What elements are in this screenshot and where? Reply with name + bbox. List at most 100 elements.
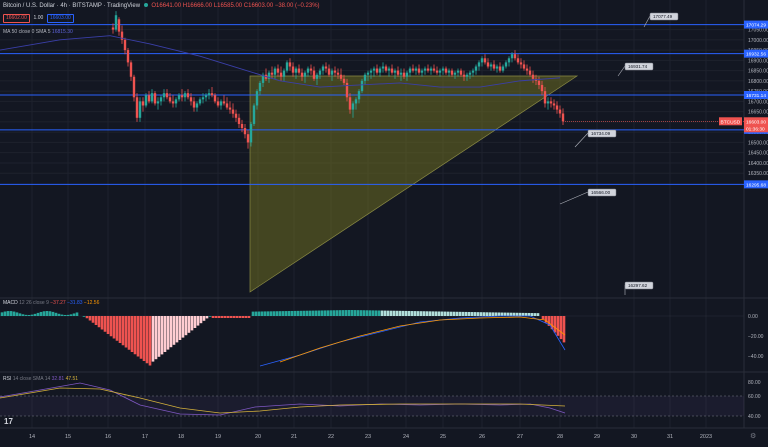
candle-body — [246, 134, 250, 143]
macd-histogram-bar — [476, 312, 480, 316]
macd-histogram-bar — [244, 316, 248, 318]
buy-button[interactable]: 16603.00 — [46, 14, 74, 23]
time-axis-tick: 25 — [440, 434, 446, 440]
candle-body — [177, 95, 181, 100]
callout-leader — [643, 15, 651, 28]
candle-body — [402, 72, 406, 77]
rsi-legend[interactable]: RSI 14 close SMA 14 32.81 47.51 — [3, 376, 78, 382]
symbol-title[interactable]: Bitcoin / U.S. Dollar · 4h · BITSTAMP · … — [3, 3, 141, 9]
macd-histogram-bar — [275, 311, 279, 316]
time-axis-tick: 17 — [142, 434, 148, 440]
price-badge-label: 17074.29 — [746, 23, 766, 29]
candle-body — [435, 70, 439, 73]
candle-body — [327, 68, 331, 75]
macd-histogram-bar — [69, 314, 73, 316]
macd-histogram-bar — [160, 316, 164, 355]
current-price-badge-bg — [744, 117, 768, 133]
candle-body — [489, 64, 493, 67]
price-badge-bg — [744, 20, 768, 29]
macd-histogram-bar — [550, 316, 554, 330]
time-axis-tick: 28 — [557, 434, 563, 440]
macd-histogram-bar — [85, 316, 89, 319]
macd-signal-line — [279, 316, 566, 363]
ma-legend[interactable]: MA 50 close 0 SMA 5 16815.30 — [3, 29, 73, 35]
macd-legend[interactable]: MACD 12 26 close 9 −37.27 −31.83 −12.56 — [3, 300, 99, 306]
current-price-badge-label: 16603.00 — [746, 119, 766, 125]
candle-body — [261, 74, 265, 83]
candle-body — [417, 68, 421, 73]
candle-body — [414, 68, 418, 71]
candle-body — [384, 66, 388, 71]
candle-body — [405, 72, 409, 77]
macd-histogram-bar — [45, 311, 49, 316]
macd-histogram-bar — [395, 310, 399, 316]
macd-histogram-bar — [33, 313, 37, 316]
candle-body — [369, 70, 373, 73]
macd-histogram-bar — [404, 310, 408, 316]
candle-body — [450, 70, 454, 75]
candle-body — [126, 50, 130, 63]
macd-histogram-bar — [541, 316, 545, 320]
candle-body — [342, 78, 346, 83]
macd-histogram-bar — [497, 312, 501, 316]
macd-histogram-bar — [544, 316, 548, 323]
macd-histogram-bar — [142, 316, 146, 361]
macd-histogram-bar — [115, 316, 119, 341]
macd-histogram-bar — [196, 316, 200, 326]
macd-histogram-bar — [9, 311, 13, 316]
macd-histogram-bar — [503, 312, 507, 316]
candle-body — [165, 93, 169, 98]
candle-body — [117, 19, 121, 32]
macd-histogram-bar — [257, 311, 261, 316]
macd-histogram-bar — [226, 316, 230, 318]
candle-body — [519, 62, 523, 65]
macd-histogram-bar — [169, 316, 173, 348]
macd-histogram-bar — [281, 311, 285, 316]
macd-histogram-bar — [94, 316, 98, 325]
macd-histogram-bar — [287, 311, 291, 316]
sell-button[interactable]: 16602.00 — [3, 14, 30, 23]
macd-histogram-bar — [559, 316, 563, 340]
candle-body — [114, 15, 118, 30]
macd-histogram-bar — [473, 312, 477, 316]
candle-body — [387, 68, 391, 71]
candle-body — [216, 101, 220, 106]
candle-body — [420, 70, 424, 73]
macd-histogram-bar — [479, 312, 483, 316]
macd-histogram-bar — [431, 311, 435, 316]
macd-histogram-bar — [112, 316, 116, 339]
macd-histogram-bar — [106, 316, 110, 334]
macd-histogram-bar — [27, 314, 31, 316]
ma-label: MA 50 close 0 SMA 5 — [3, 29, 51, 35]
price-axis-tick: 16850.00 — [748, 69, 768, 75]
candle-body — [315, 74, 319, 79]
candle-body — [366, 72, 370, 75]
macd-histogram-bar — [368, 310, 372, 316]
macd-v3: −12.56 — [83, 300, 100, 306]
candle-body — [174, 99, 178, 104]
macd-histogram-bar — [320, 310, 324, 316]
ma-line — [0, 35, 561, 88]
macd-histogram-bar — [512, 312, 516, 316]
candle-body — [507, 58, 511, 63]
macd-label: MACD — [3, 300, 18, 306]
candle-body — [336, 72, 340, 75]
macd-histogram-bar — [266, 311, 270, 316]
time-axis-tick: 15 — [65, 434, 71, 440]
candle-body — [552, 103, 556, 106]
macd-histogram-bar — [524, 312, 528, 316]
macd-histogram-bar — [151, 316, 155, 362]
macd-histogram-bar — [251, 311, 255, 316]
macd-histogram-bar — [42, 311, 46, 316]
candle-body — [159, 97, 163, 102]
candle-body — [495, 66, 499, 69]
candle-body — [360, 80, 364, 92]
macd-histogram-bar — [260, 311, 264, 316]
macd-histogram-bar — [208, 316, 212, 317]
macd-histogram-bar — [353, 310, 357, 316]
price-axis-tick: 16800.00 — [748, 79, 768, 85]
candle-body — [297, 68, 301, 73]
macd-histogram-bar — [272, 311, 276, 316]
